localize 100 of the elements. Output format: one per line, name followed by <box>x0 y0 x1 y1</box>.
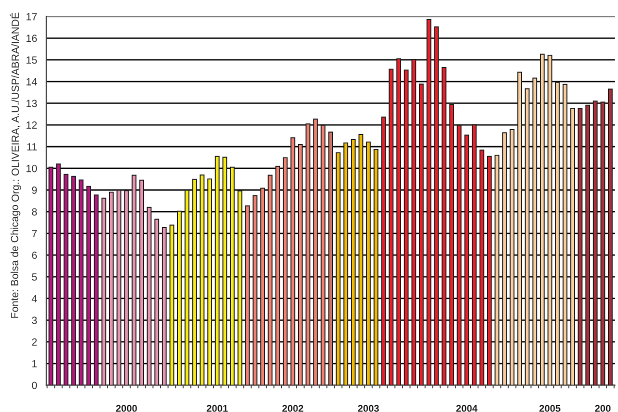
y-tick-label: 1 <box>32 360 37 368</box>
bar <box>230 166 235 386</box>
bar <box>548 54 552 386</box>
y-tick-label: 0 <box>32 382 37 390</box>
bar <box>275 166 280 386</box>
bar <box>343 142 348 386</box>
bar <box>502 132 507 386</box>
text: Org.: OLIVEIRA, A.U./USP/ABRA/IANDÉ <box>10 12 22 202</box>
bar <box>252 195 258 386</box>
y-tick-label: 12 <box>26 121 37 129</box>
y-tick-label: 9 <box>32 186 37 194</box>
bar <box>214 156 220 386</box>
x-tick-label: 2000 <box>116 404 137 412</box>
bar <box>600 102 606 386</box>
y-tick-label: 6 <box>32 252 37 259</box>
bar <box>94 194 99 386</box>
bar <box>456 124 462 386</box>
bar <box>404 70 409 386</box>
x-tick-label: 200 <box>595 404 611 412</box>
bar <box>146 206 152 386</box>
bar <box>101 198 106 386</box>
bar <box>592 100 598 386</box>
bar <box>313 118 318 386</box>
bar <box>608 88 613 386</box>
bar <box>78 180 84 386</box>
bar <box>192 178 197 386</box>
bar <box>479 150 484 386</box>
bar <box>524 88 530 386</box>
y-tick-label: 4 <box>32 295 38 302</box>
y-tick-label: 3 <box>32 316 37 324</box>
bar <box>177 210 182 386</box>
x-tick-label: 2003 <box>358 404 379 412</box>
bar <box>426 19 432 386</box>
bar <box>132 174 136 386</box>
bar <box>532 78 538 386</box>
bar <box>108 192 114 386</box>
bar <box>434 26 439 386</box>
bar <box>449 104 454 386</box>
bar <box>48 166 54 386</box>
bar <box>124 190 129 386</box>
bar <box>585 104 590 386</box>
bar <box>290 137 296 386</box>
bar <box>510 129 514 386</box>
bar <box>388 68 394 386</box>
bar <box>570 108 575 386</box>
y-tick-label: 16 <box>26 34 37 42</box>
bar <box>494 154 500 386</box>
bar <box>396 58 402 386</box>
bar <box>245 205 250 386</box>
bar <box>464 134 470 386</box>
bar <box>487 156 492 386</box>
bar <box>298 144 303 386</box>
bar <box>374 148 378 386</box>
bar <box>116 190 122 386</box>
bar <box>64 174 68 386</box>
bar <box>306 123 310 386</box>
bar <box>260 188 265 386</box>
bar <box>328 132 334 386</box>
bar <box>200 174 204 386</box>
bar <box>350 138 356 386</box>
bar <box>222 156 228 386</box>
bar <box>71 176 76 386</box>
y-tick-label: 8 <box>32 208 37 216</box>
bar <box>320 124 326 386</box>
bar <box>578 108 583 386</box>
y-tick-label: 13 <box>26 100 37 108</box>
y-tick-label: 10 <box>26 164 37 172</box>
x-tick-label: 2001 <box>206 404 228 412</box>
bar <box>238 190 242 386</box>
bar <box>282 157 288 386</box>
bar <box>381 116 386 386</box>
bar <box>418 84 424 386</box>
bar <box>472 124 477 386</box>
bar <box>517 72 522 386</box>
bar <box>411 58 416 386</box>
source-note: Fonte: Bolsa de Chicago <box>10 205 20 318</box>
bar <box>169 224 174 386</box>
bar <box>184 190 190 386</box>
y-tick-label: 7 <box>32 230 37 238</box>
bar <box>268 174 273 386</box>
y-tick-label: 5 <box>32 273 37 281</box>
y-tick-label: 17 <box>26 13 37 20</box>
bar <box>442 66 446 386</box>
bar <box>162 227 167 386</box>
bar <box>540 54 545 386</box>
y-tick-label: 14 <box>26 78 38 86</box>
y-tick-label: 11 <box>27 143 37 150</box>
bar <box>207 178 212 386</box>
bar <box>358 134 364 386</box>
bar <box>562 84 568 386</box>
x-tick-label: 2002 <box>282 404 304 412</box>
bar <box>139 180 144 386</box>
bar <box>56 163 61 386</box>
bar <box>555 82 560 386</box>
y-tick-label: 15 <box>26 56 37 64</box>
bar <box>154 218 160 386</box>
x-tick-label: 2004 <box>456 404 478 412</box>
bar <box>366 142 371 386</box>
bar <box>86 186 92 386</box>
bar <box>336 152 341 386</box>
